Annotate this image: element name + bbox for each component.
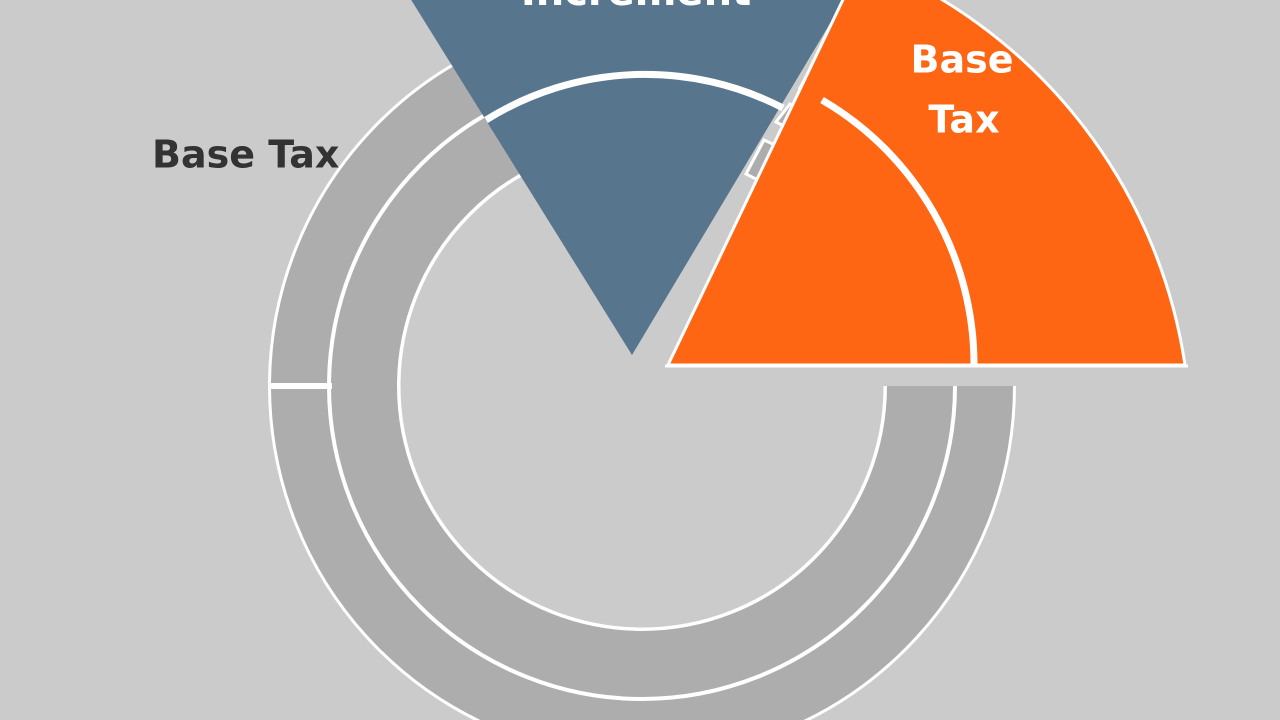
base-tax-label: Base Tax — [152, 133, 339, 177]
increment-arc — [484, 70, 785, 123]
base-tax-arc — [820, 96, 978, 366]
base-tax-wedge — [665, 0, 1187, 367]
base-tax-label: Tax — [928, 98, 999, 142]
increment-label: Increment — [521, 0, 751, 15]
base-tax-label: Base — [911, 38, 1014, 82]
